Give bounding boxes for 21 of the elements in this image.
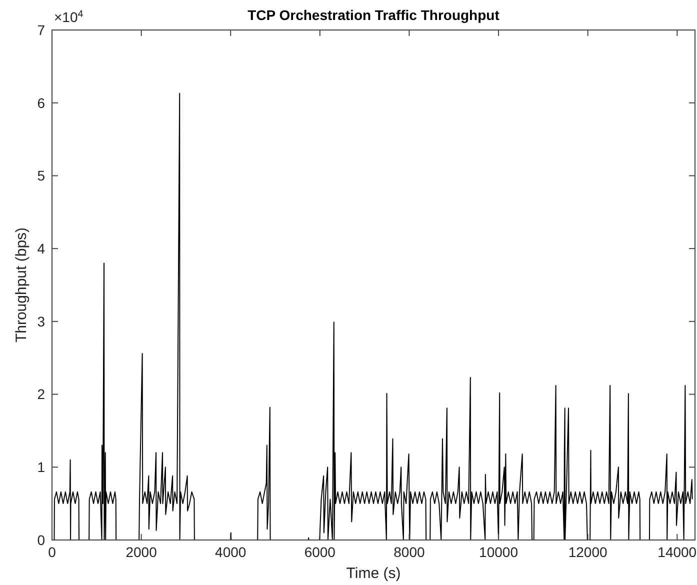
y-tick-label: 6 — [37, 94, 46, 111]
y-tick-label: 4 — [37, 240, 46, 256]
text: ×10$^{4}$ — [54, 8, 84, 25]
x-tick-label: 8000 — [394, 544, 426, 560]
y-axis-title: Throughput (bps) — [13, 227, 30, 343]
x-axis-title: Time (s) — [346, 565, 401, 582]
chart-title: TCP Orchestration Traffic Throughput — [248, 7, 500, 23]
x-tick-label: 4000 — [215, 544, 246, 560]
x-tick-label: 14000 — [658, 544, 697, 560]
y-tick-label: 1 — [37, 459, 46, 476]
y-tick-label: 0 — [37, 532, 46, 548]
x-tick-label: 10000 — [479, 544, 518, 560]
x-tick-label: 2000 — [126, 544, 158, 560]
y-tick-label: 7 — [37, 22, 46, 38]
line-series — [52, 92, 693, 540]
x-tick-label: 0 — [48, 544, 56, 560]
x-tick-label: 12000 — [568, 544, 608, 560]
y-tick-label: 3 — [37, 313, 46, 330]
x-tick-label: 6000 — [304, 544, 336, 560]
y-tick-label: 5 — [37, 168, 46, 184]
y-tick-label: 2 — [37, 386, 46, 402]
